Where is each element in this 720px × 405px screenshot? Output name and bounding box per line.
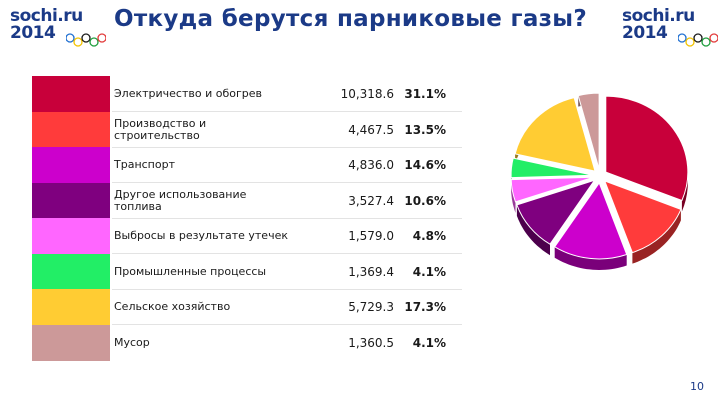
percent-label: 31.1% xyxy=(404,87,446,101)
page-title: Откуда берутся парниковые газы? xyxy=(114,6,588,32)
percent-label: 17.3% xyxy=(404,300,446,314)
table-row: Сельское хозяйство 5,729.3 17.3% xyxy=(32,289,462,325)
value-label: 4,836.0 xyxy=(348,158,394,172)
logo-text-line1: sochi.ru xyxy=(622,6,695,26)
legend-swatch xyxy=(32,182,110,219)
table-row: Электричество и обогрев 10,318.6 31.1% xyxy=(32,76,462,112)
pie-slice xyxy=(553,181,628,260)
pie-slice xyxy=(577,92,600,170)
legend-swatch xyxy=(32,253,110,290)
ring-mark xyxy=(701,37,711,47)
pie-slice xyxy=(510,157,594,179)
table-row: Производство и строительство 4,467.5 13.5% xyxy=(32,111,462,148)
table-row: Промышленные процессы 1,369.4 4.1% xyxy=(32,253,462,290)
legend-swatch xyxy=(32,76,110,112)
row-divider xyxy=(112,111,462,112)
row-divider xyxy=(112,288,462,290)
pie-slice-side xyxy=(632,209,681,264)
value-label: 10,318.6 xyxy=(340,87,394,101)
pie-slice xyxy=(510,176,594,203)
category-label: Промышленные процессы xyxy=(114,264,267,278)
logo-text-line1: sochi.ru xyxy=(10,6,83,26)
ring-mark xyxy=(89,37,99,47)
pie-slice xyxy=(605,95,689,202)
row-divider xyxy=(112,146,462,148)
ring-mark xyxy=(685,37,695,47)
value-label: 4,467.5 xyxy=(348,122,394,137)
category-label: Электричество и обогрев xyxy=(114,87,262,100)
percent-label: 10.6% xyxy=(404,193,446,208)
category-label: Выбросы в результате утечек xyxy=(114,229,288,242)
percent-label: 4.1% xyxy=(412,264,446,279)
sochi-2014-logo-left: sochi.ru 2014 xyxy=(10,6,106,48)
ring-mark xyxy=(97,33,106,43)
category-label: Сельское хозяйство xyxy=(114,300,231,313)
paralympic-agitos-icon xyxy=(678,33,718,47)
row-divider xyxy=(112,217,462,219)
percent-label: 13.5% xyxy=(404,122,446,137)
logo-text-line2: 2014 xyxy=(10,23,56,43)
legend-swatch xyxy=(32,218,110,254)
value-label: 1,369.4 xyxy=(348,264,394,279)
category-label: Мусор xyxy=(114,335,150,349)
value-label: 1,579.0 xyxy=(348,229,394,243)
table-row: Другое использование топлива 3,527.4 10.6% xyxy=(32,182,462,219)
legend-swatch xyxy=(32,324,110,361)
ring-mark xyxy=(678,33,687,43)
value-label: 1,360.5 xyxy=(348,335,394,350)
pie-slice-side xyxy=(516,204,550,256)
row-divider xyxy=(112,253,462,254)
ring-mark xyxy=(66,33,75,43)
legend-swatch xyxy=(32,111,110,148)
percent-label: 14.6% xyxy=(404,158,446,172)
ring-mark xyxy=(709,33,718,43)
pie-slice xyxy=(603,180,682,254)
legend-swatch xyxy=(32,289,110,325)
logo-text-line2: 2014 xyxy=(622,23,668,43)
category-label: Производство и строительство xyxy=(114,116,207,142)
value-label: 5,729.3 xyxy=(348,300,394,314)
table-row: Выбросы в результате утечек 1,579.0 4.8% xyxy=(32,218,462,254)
legend-swatch xyxy=(32,147,110,183)
ring-mark xyxy=(73,37,83,47)
percent-label: 4.1% xyxy=(412,335,446,350)
row-divider xyxy=(112,324,462,325)
sochi-2014-logo-right: sochi.ru 2014 xyxy=(622,6,718,48)
pie-slice xyxy=(514,96,596,172)
ring-mark xyxy=(693,33,703,43)
emissions-pie-chart xyxy=(510,92,689,270)
table-row: Транспорт 4,836.0 14.6% xyxy=(32,147,462,183)
olympic-rings-icon xyxy=(66,33,106,47)
pie-slice-side xyxy=(554,246,627,270)
ring-mark xyxy=(81,33,91,43)
table-row: Мусор 1,360.5 4.1% xyxy=(32,324,462,361)
row-divider xyxy=(112,182,462,183)
category-label: Транспорт xyxy=(114,158,175,171)
page-number: 10 xyxy=(690,380,704,393)
pie-slice xyxy=(516,179,596,245)
percent-label: 4.8% xyxy=(412,229,446,243)
category-label: Другое использование топлива xyxy=(114,187,247,213)
value-label: 3,527.4 xyxy=(348,193,394,208)
